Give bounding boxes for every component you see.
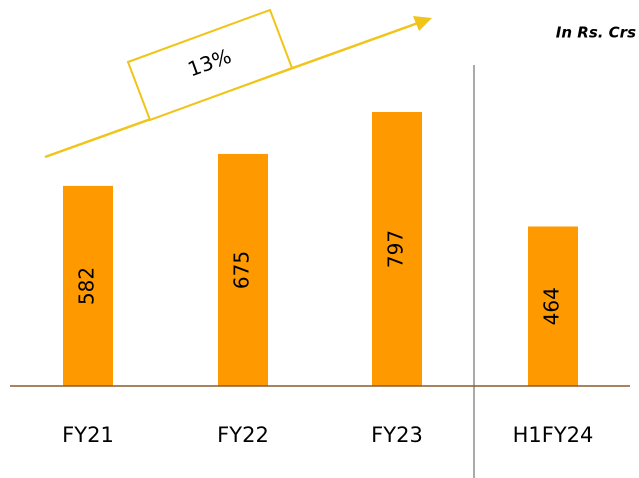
bar xyxy=(528,226,578,386)
bar-value-label: 797 xyxy=(384,230,408,268)
unit-note: In Rs. Crs xyxy=(556,24,636,42)
x-tick-label: FY21 xyxy=(62,423,114,447)
growth-box xyxy=(126,8,294,122)
bar-value-label: 675 xyxy=(230,251,254,289)
x-tick-label: FY23 xyxy=(371,423,423,447)
x-tick-label: H1FY24 xyxy=(513,423,594,447)
bar xyxy=(372,112,422,386)
x-tick-label: FY22 xyxy=(217,423,269,447)
bar-value-label: 582 xyxy=(75,267,99,305)
arrow-head xyxy=(413,16,432,31)
bar xyxy=(63,185,113,386)
bar xyxy=(218,153,268,386)
bar-value-label: 464 xyxy=(540,287,564,325)
